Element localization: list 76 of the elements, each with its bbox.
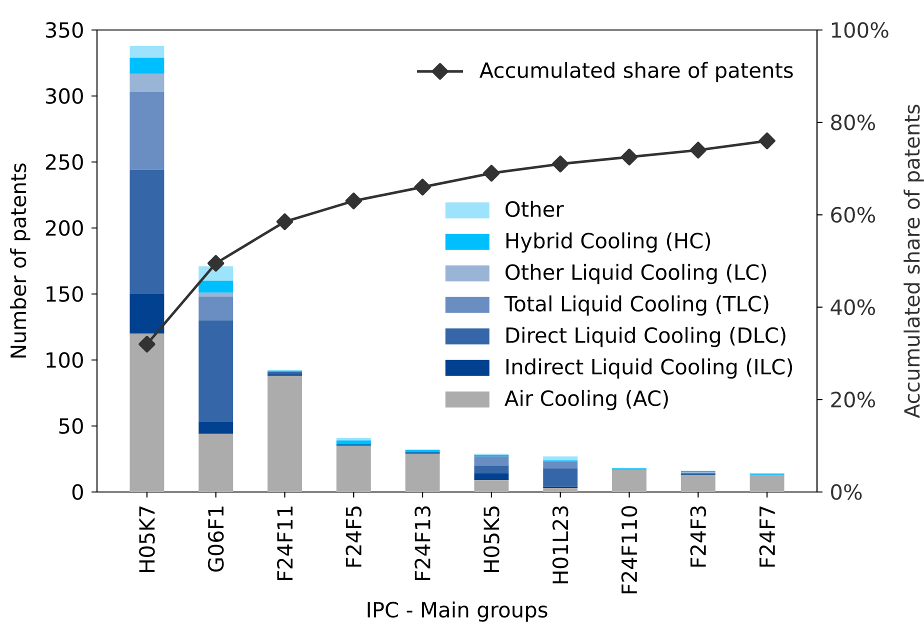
bar [336,438,371,441]
bar [130,92,164,170]
bar [750,474,784,492]
x-tick-label: F24F5 [346,506,362,567]
bar [336,440,371,444]
y-tick-label: 250 [46,154,83,170]
y-tick-label: 50 [59,418,83,434]
y2-tick-label: 60% [831,206,876,223]
legend-label: Total Liquid Cooling (TLC) [504,295,768,316]
y-axis-title: Number of patents [10,164,30,358]
point [690,142,707,158]
point [758,132,776,150]
bar [198,434,234,492]
point [345,192,362,210]
x-tick-label: G06F1 [208,506,224,572]
bar [543,462,578,468]
bar [474,456,509,466]
point [138,336,156,353]
bar [474,474,509,480]
legend-label: Air Cooling (AC) [504,390,668,410]
x-tick-label: F24F11 [276,506,293,580]
legend-label: Indirect Liquid Cooling (ILC) [506,358,792,379]
y-tick-label: 300 [46,88,83,104]
bar [543,468,578,487]
y2-axis-title: Accumulated share of patents [904,104,924,418]
y-tick-label: 100 [46,352,83,368]
y2-tick-label: 80% [831,114,876,130]
bar [130,170,164,294]
point [620,148,638,166]
y-tick-label: 200 [46,220,83,236]
point [414,178,431,196]
legend-label: Other [506,200,564,218]
legend-label: Accumulated share of patents [479,62,793,82]
bar [612,470,646,492]
x-tick-label: H05K5 [484,506,500,572]
bar [336,446,371,492]
y2-tick-label: 0% [831,484,862,500]
legend-label: Other Liquid Cooling (LC) [506,264,766,284]
bar [543,456,578,460]
x-tick-label: H01L23 [552,506,568,584]
bar [130,46,164,58]
point [276,213,294,230]
y2-tick-label: 100% [832,22,888,38]
bar [130,334,164,492]
bar [198,296,234,320]
x-tick-label: F24F7 [759,506,775,567]
bar [474,480,509,492]
bar [543,488,578,492]
point [207,254,224,272]
bar [405,450,440,452]
bar [130,294,164,334]
bar [198,422,234,434]
x-axis-title: IPC - Main groups [368,601,548,622]
y-tick-label: 150 [46,286,83,302]
legend-label: Hybrid Cooling (HC) [506,232,710,253]
point [483,164,500,182]
x-tick-label: F24F13 [414,506,430,580]
bar [268,372,302,375]
bar [680,474,716,492]
bar [405,454,440,492]
bar [268,376,302,492]
y-tick-label: 350 [46,22,83,38]
y2-tick-label: 40% [830,299,876,316]
bar [198,292,234,297]
bar [130,58,164,74]
y2-tick-label: 20% [831,392,876,408]
legend-label: Direct Liquid Cooling (DLC) [506,326,786,348]
bar [198,280,234,293]
bar [474,466,509,474]
bar [198,320,234,422]
x-tick-label: F24F3 [690,506,706,567]
point [552,156,569,172]
bar [130,74,164,92]
x-tick-label: H05K7 [139,506,155,572]
y-tick-label: 0 [72,484,83,500]
x-tick-label: F24F110 [621,506,638,594]
